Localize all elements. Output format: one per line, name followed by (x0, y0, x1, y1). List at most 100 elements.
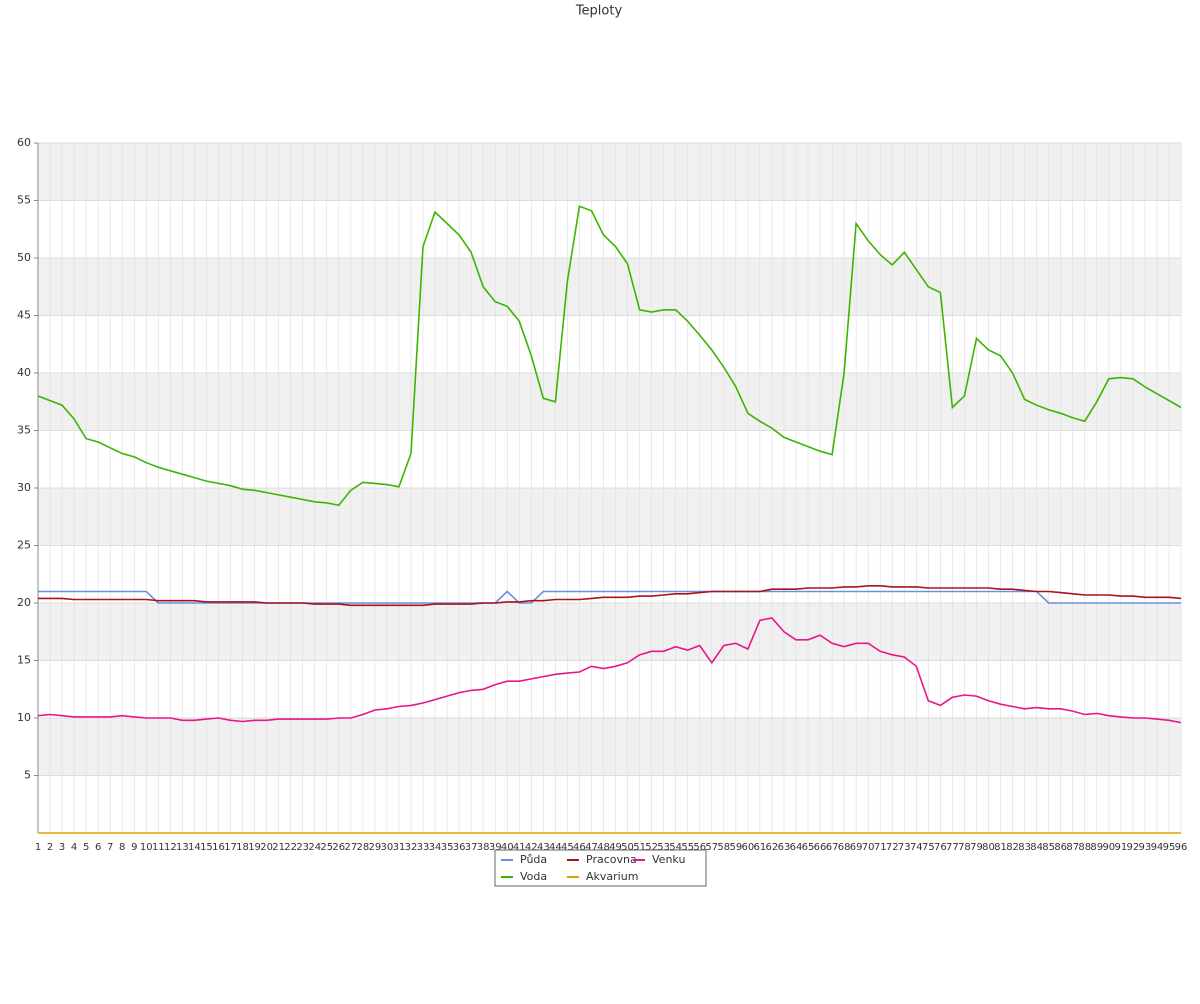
x-tick-label: 66 (814, 842, 827, 853)
y-tick-label: 60 (17, 136, 31, 149)
x-tick-label: 83 (1018, 842, 1031, 853)
grid-band (38, 373, 1181, 431)
x-tick-label: 54 (669, 842, 682, 853)
x-tick-label: 55 (681, 842, 694, 853)
x-tick-label: 61 (754, 842, 767, 853)
y-tick-label: 35 (17, 424, 31, 437)
x-tick-label: 10 (140, 842, 153, 853)
x-tick-label: 27 (344, 842, 357, 853)
series-line (37, 205, 1182, 507)
x-tick-label: 57 (705, 842, 718, 853)
legend-label: Půda (520, 853, 547, 866)
x-tick-label: 79 (970, 842, 983, 853)
x-tick-label: 62 (766, 842, 779, 853)
x-tick-label: 48 (597, 842, 610, 853)
x-tick-label: 65 (802, 842, 815, 853)
x-tick-label: 3 (59, 842, 65, 853)
x-tick-label: 95 (1163, 842, 1176, 853)
x-tick-label: 58 (717, 842, 730, 853)
x-tick-label: 77 (946, 842, 959, 853)
x-tick-label: 71 (874, 842, 887, 853)
x-tick-label: 9 (131, 842, 137, 853)
series-line (38, 584, 1182, 607)
x-tick-label: 70 (862, 842, 875, 853)
x-tick-label: 24 (308, 842, 321, 853)
x-tick-label: 51 (633, 842, 646, 853)
grid-band (38, 603, 1181, 661)
x-tick-label: 47 (585, 842, 598, 853)
x-tick-label: 34 (429, 842, 442, 853)
x-tick-label: 29 (369, 842, 382, 853)
x-tick-label: 36 (453, 842, 466, 853)
x-tick-label: 1 (35, 842, 41, 853)
x-tick-label: 31 (393, 842, 406, 853)
y-tick-label: 5 (24, 769, 31, 782)
x-tick-label: 11 (152, 842, 165, 853)
x-tick-label: 5 (83, 842, 89, 853)
x-tick-label: 68 (838, 842, 851, 853)
x-tick-label: 67 (826, 842, 839, 853)
x-tick-label: 85 (1042, 842, 1055, 853)
x-tick-label: 35 (441, 842, 454, 853)
grid-band (38, 718, 1181, 776)
x-tick-label: 39 (489, 842, 502, 853)
x-tick-label: 37 (465, 842, 478, 853)
x-tick-label: 32 (405, 842, 418, 853)
x-tick-label: 90 (1102, 842, 1115, 853)
y-tick-label: 45 (17, 309, 31, 322)
x-tick-label: 74 (910, 842, 923, 853)
y-tick-label: 25 (17, 539, 31, 552)
x-tick-label: 20 (260, 842, 273, 853)
legend-label: Voda (520, 870, 547, 883)
x-tick-label: 4 (71, 842, 77, 853)
x-tick-label: 81 (994, 842, 1007, 853)
x-tick-label: 53 (657, 842, 670, 853)
x-tick-label: 78 (958, 842, 971, 853)
legend-label: Venku (652, 853, 685, 866)
x-tick-label: 84 (1030, 842, 1043, 853)
x-tick-label: 50 (621, 842, 634, 853)
series-line (37, 617, 1182, 724)
x-tick-label: 28 (356, 842, 369, 853)
x-tick-label: 26 (332, 842, 345, 853)
x-tick-label: 40 (501, 842, 514, 853)
x-tick-label: 69 (850, 842, 863, 853)
x-tick-label: 18 (236, 842, 249, 853)
x-tick-label: 38 (477, 842, 490, 853)
x-tick-label: 7 (107, 842, 113, 853)
chart-title: Teploty (575, 4, 623, 19)
x-tick-label: 21 (272, 842, 285, 853)
x-tick-label: 12 (164, 842, 177, 853)
x-tick-label: 8 (119, 842, 125, 853)
x-tick-label: 93 (1139, 842, 1152, 853)
x-tick-label: 17 (224, 842, 237, 853)
x-tick-label: 80 (982, 842, 995, 853)
x-tick-label: 45 (561, 842, 574, 853)
x-tick-label: 19 (248, 842, 261, 853)
x-tick-label: 30 (381, 842, 394, 853)
series-line (38, 590, 1181, 604)
x-tick-label: 2 (47, 842, 53, 853)
x-tick-label: 46 (573, 842, 586, 853)
x-tick-label: 15 (200, 842, 213, 853)
x-tick-label: 96 (1175, 842, 1188, 853)
x-tick-label: 25 (320, 842, 333, 853)
y-tick-label: 40 (17, 366, 31, 379)
x-tick-label: 75 (922, 842, 935, 853)
x-tick-label: 88 (1078, 842, 1091, 853)
x-tick-label: 42 (525, 842, 538, 853)
x-tick-label: 82 (1006, 842, 1019, 853)
x-tick-label: 64 (790, 842, 803, 853)
x-tick-label: 60 (741, 842, 754, 853)
x-tick-label: 63 (778, 842, 791, 853)
x-tick-label: 76 (934, 842, 947, 853)
y-tick-label: 10 (17, 711, 31, 724)
x-tick-label: 87 (1066, 842, 1079, 853)
y-tick-label: 20 (17, 596, 31, 609)
grid-band (38, 143, 1181, 201)
x-tick-label: 56 (693, 842, 706, 853)
x-tick-label: 41 (513, 842, 526, 853)
grid-band (38, 258, 1181, 316)
